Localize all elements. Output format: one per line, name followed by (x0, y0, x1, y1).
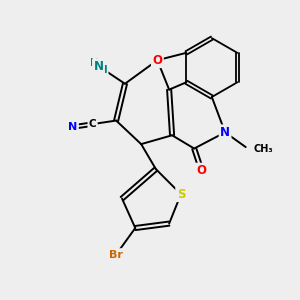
Text: N: N (220, 126, 230, 139)
Text: C: C (89, 119, 96, 129)
Text: CH₃: CH₃ (253, 143, 273, 154)
Text: N: N (94, 60, 103, 73)
Text: N: N (68, 122, 77, 132)
Text: S: S (177, 188, 185, 201)
Text: Br: Br (109, 250, 123, 260)
Text: H: H (90, 58, 98, 68)
Text: O: O (196, 164, 206, 177)
Text: H: H (98, 65, 107, 76)
Text: O: O (152, 54, 162, 67)
